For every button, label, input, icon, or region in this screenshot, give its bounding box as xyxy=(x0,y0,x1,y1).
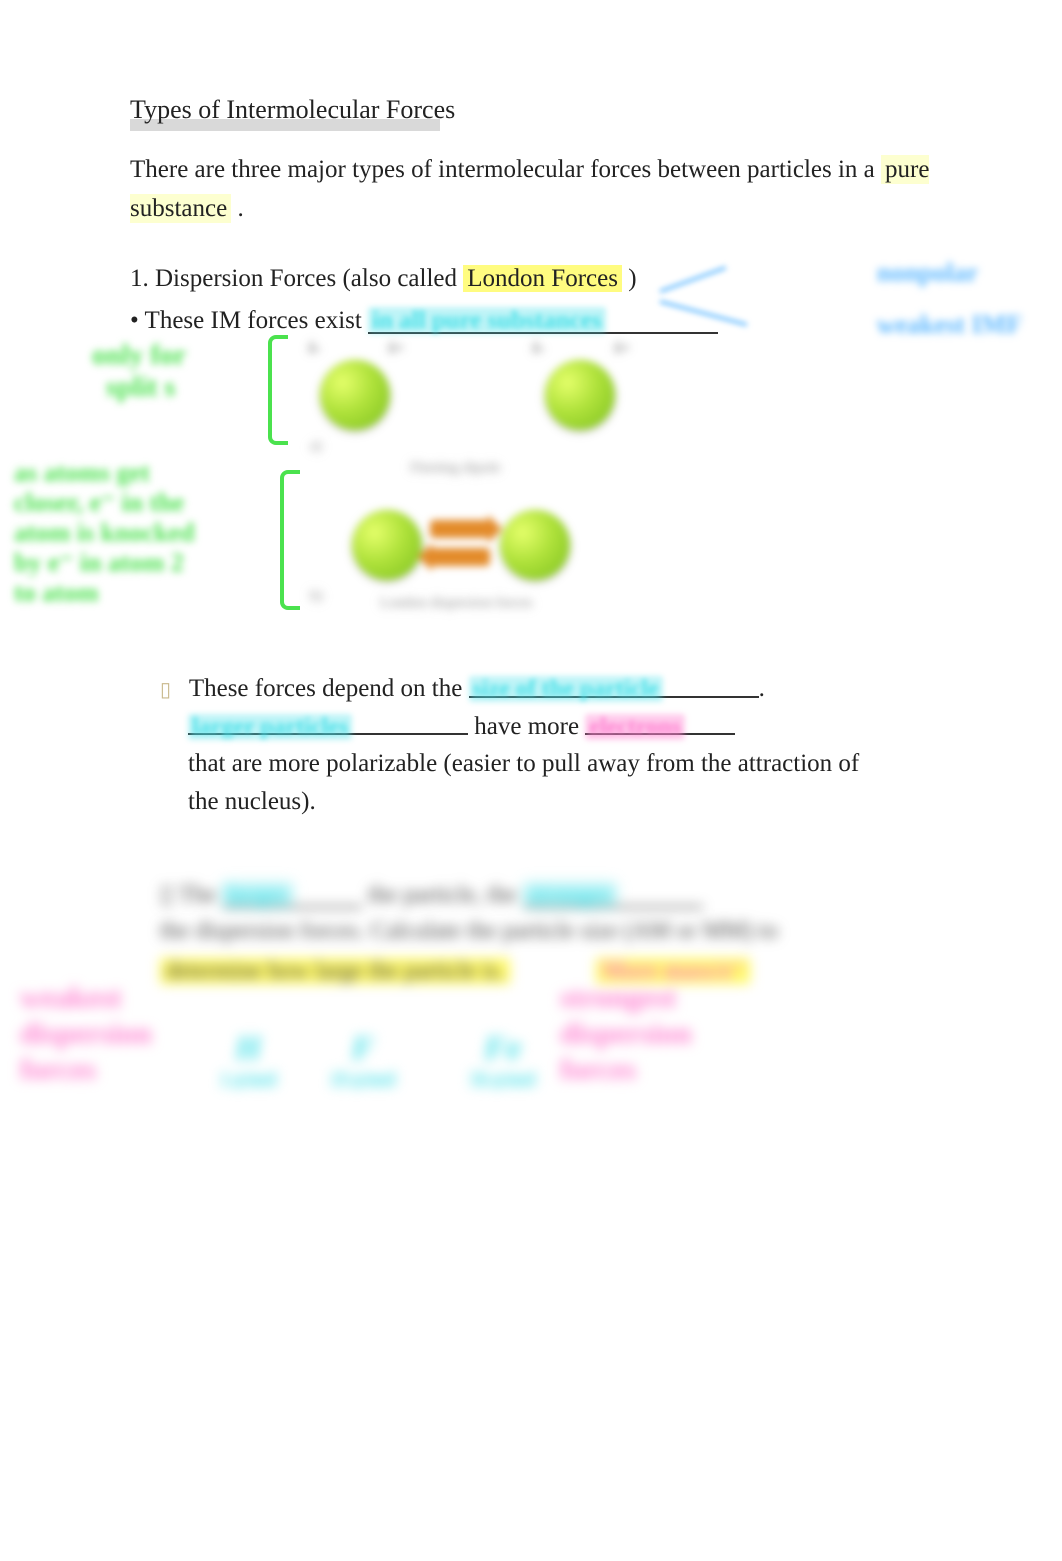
anno-left-1a: only for xyxy=(92,340,186,372)
br-3: forces xyxy=(560,1052,692,1088)
anno-left-2d: by e⁻ in atom 2 xyxy=(14,548,195,578)
label-a1-minus: δ- xyxy=(308,340,321,358)
bottom-section: ▯ The larger the particle, the stronger … xyxy=(20,870,1040,1150)
dispersion-diagram: δ- δ+ δ- δ+ a) Fleeting dipole b) London… xyxy=(280,320,660,640)
para2-fill1: size of the particle xyxy=(469,676,663,702)
row-label-b: b) xyxy=(310,588,323,605)
elem-h-sub: 1 g/mol xyxy=(220,1068,277,1089)
element-f: F 19 g/mol xyxy=(330,1030,396,1089)
atom-a2 xyxy=(545,360,615,430)
bullet-square-icon-2: ▯ xyxy=(160,882,173,908)
anno-left-2a: as atoms get xyxy=(14,458,195,488)
bottom-row1: ▯ The larger the particle, the stronger xyxy=(160,880,703,909)
anno-left-2e: to atom xyxy=(14,578,195,608)
atom-b1 xyxy=(352,510,422,580)
sec1-a: Dispersion Forces (also called xyxy=(155,265,463,292)
caption-london: London dispersion forces xyxy=(380,595,532,612)
bullet-square-icon: ▯ xyxy=(160,679,171,701)
annotation-top-right: nonpolar weakest IMF xyxy=(877,258,1022,340)
sec1-num: 1. xyxy=(130,265,149,292)
para2-fill2: larger particles xyxy=(188,714,352,740)
row-label-a: a) xyxy=(310,438,322,455)
elem-f-sub: 19 g/mol xyxy=(330,1068,396,1089)
arrow-repel xyxy=(430,548,490,566)
element-fe: Fe 56 g/mol xyxy=(470,1030,536,1089)
anno-left-1: only for split s xyxy=(92,340,186,404)
element-h: H 1 g/mol xyxy=(220,1030,277,1089)
arrow-attract xyxy=(430,520,490,538)
document-page: Types of Intermolecular Forces There are… xyxy=(130,95,930,335)
anno-left-2c: atom is knocked xyxy=(14,518,195,548)
para2-b: . xyxy=(759,675,765,702)
elem-h-sym: H xyxy=(235,1030,261,1067)
br-2: dispersion xyxy=(560,1016,692,1052)
para2-a: These forces depend on the xyxy=(189,675,469,702)
atom-a1 xyxy=(320,360,390,430)
label-a2-minus: δ- xyxy=(532,340,545,358)
bottom-left-label: weakest dispersion forces xyxy=(20,980,152,1088)
anno-left-2b: closer, e⁻ in the xyxy=(14,488,195,518)
elem-fe-sub: 56 g/mol xyxy=(470,1068,536,1089)
intro-paragraph: There are three major types of intermole… xyxy=(130,151,930,229)
bottom-right-label: strongest dispersion forces xyxy=(560,980,692,1088)
bottom-row2: the dispersion forces. Calculate the par… xyxy=(160,918,778,945)
anno-left-2: as atoms get closer, e⁻ in the atom is k… xyxy=(14,458,195,607)
b-row1-a: The xyxy=(179,882,222,908)
paragraph-2: ▯ These forces depend on the size of the… xyxy=(160,670,880,820)
b-row1-hl2: stronger xyxy=(523,882,617,908)
section-1-title: 1. Dispersion Forces (also called London… xyxy=(130,265,930,293)
bl-1: weakest xyxy=(20,980,152,1016)
label-a2-plus: δ+ xyxy=(614,340,631,358)
para2-fill3: electrons xyxy=(585,714,685,740)
b-row1-hl1: larger xyxy=(222,882,293,908)
para2-blank2: larger particles xyxy=(188,708,468,736)
para2-blank1: size of the particle xyxy=(469,670,759,698)
intro-c: . xyxy=(237,195,243,222)
atom-b2 xyxy=(500,510,570,580)
bl-2: dispersion xyxy=(20,1016,152,1052)
b-row3-a: determine how large the particle is. xyxy=(160,958,510,984)
anno-nonpolar: nonpolar xyxy=(877,258,1022,288)
intro-a: There are three major types of intermole… xyxy=(130,156,881,183)
b-row1-b: the particle, the xyxy=(368,882,523,908)
sec1-b: ) xyxy=(628,265,636,292)
london-highlight: London Forces xyxy=(463,265,622,292)
label-a1-plus: δ+ xyxy=(388,340,405,358)
elem-f-sym: F xyxy=(351,1030,374,1067)
elem-fe-sym: Fe xyxy=(484,1030,522,1067)
anno-left-1b: split s xyxy=(106,372,186,404)
para2-blank3: electrons xyxy=(585,708,735,736)
br-1: strongest xyxy=(560,980,692,1016)
bl-3: forces xyxy=(20,1052,152,1088)
anno-weakest: weakest IMF xyxy=(877,310,1022,340)
heading-text: Types of Intermolecular Forces xyxy=(130,95,455,124)
para2-d: that are more polarizable (easier to pul… xyxy=(188,745,880,820)
page-heading: Types of Intermolecular Forces xyxy=(130,95,455,125)
para2-c: have more xyxy=(474,713,585,740)
caption-fleeting: Fleeting dipole xyxy=(410,460,500,477)
